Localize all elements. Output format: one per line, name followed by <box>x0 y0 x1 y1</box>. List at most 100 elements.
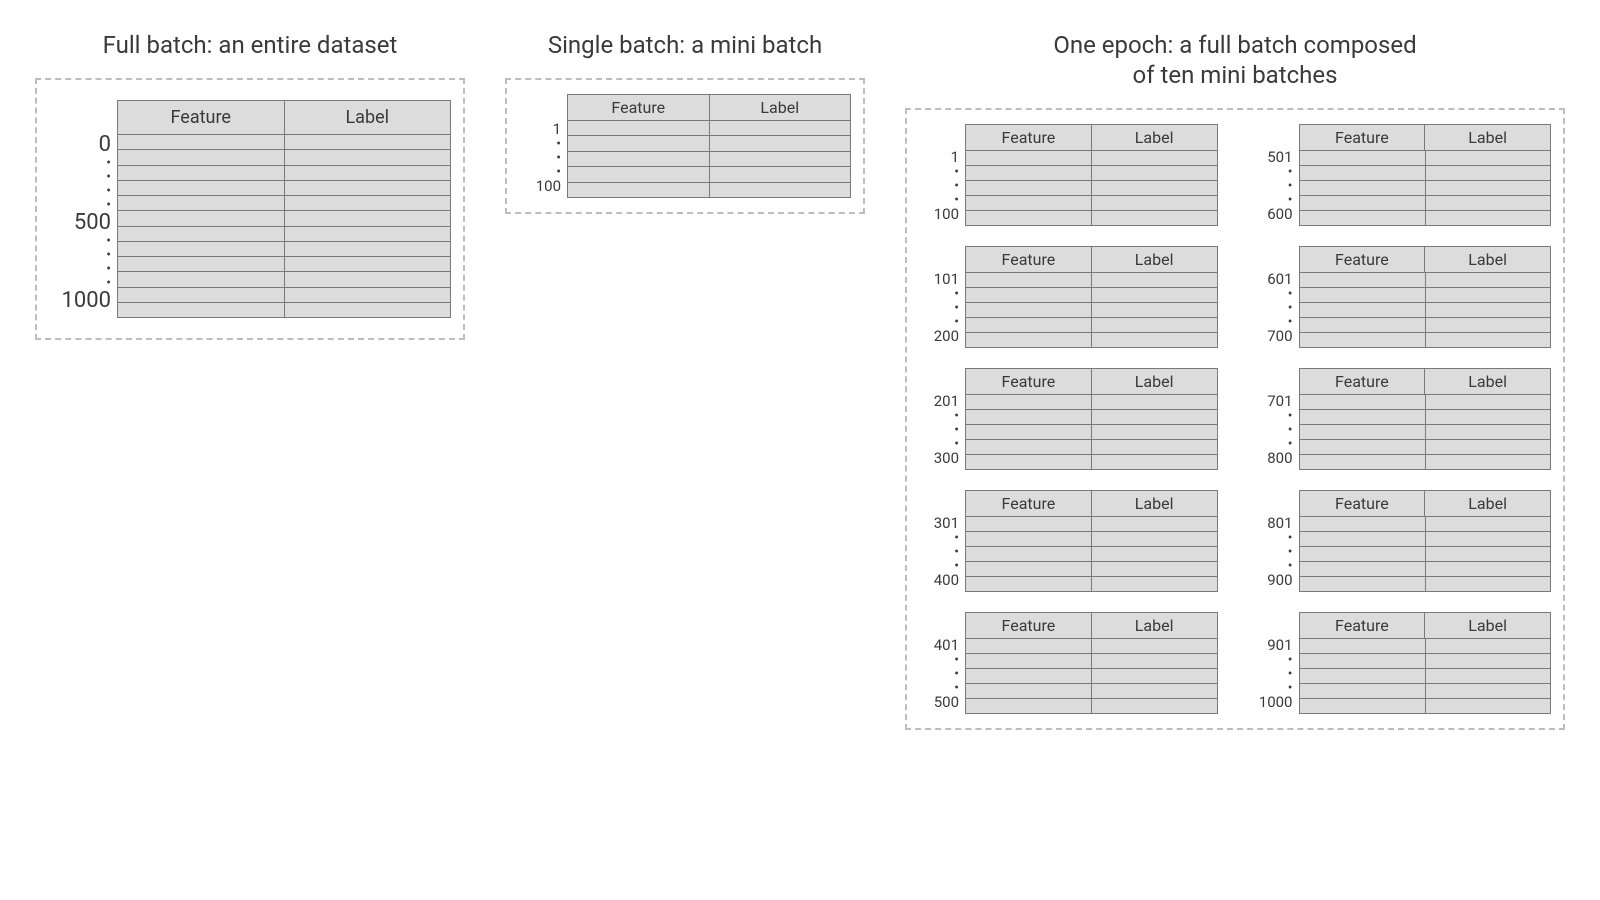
table-row <box>966 440 1217 455</box>
row-index-label: • <box>1288 531 1293 545</box>
column-header-label: Label <box>1092 491 1217 516</box>
epoch-table: FeatureLabel <box>1299 490 1552 592</box>
table-row <box>966 669 1217 684</box>
epoch-table-body <box>966 395 1217 469</box>
table-row <box>966 211 1217 225</box>
table-row <box>1300 654 1551 669</box>
epoch-table-body <box>966 517 1217 591</box>
table-row <box>1300 669 1551 684</box>
row-index-label: 500 <box>934 695 959 710</box>
epoch-row-labels: 1•••100 <box>919 124 965 226</box>
table-row <box>1300 166 1551 181</box>
row-index-label: • <box>1288 287 1293 301</box>
mini-batch-section: Single batch: a mini batch 1•••100 Featu… <box>505 30 865 214</box>
mini-batch-box: 1•••100 Feature Label <box>505 78 865 214</box>
row-index-label: 1 <box>553 122 561 137</box>
column-header-label: Label <box>1092 613 1217 638</box>
row-index-label: • <box>954 653 959 667</box>
table-row <box>1300 410 1551 425</box>
row-index-label: • <box>954 531 959 545</box>
row-index-label: • <box>556 151 561 165</box>
table-row <box>1300 684 1551 699</box>
row-index-label: 600 <box>1267 207 1292 222</box>
column-header-label: Label <box>1092 369 1217 394</box>
row-index-label: 0 <box>99 134 111 156</box>
epoch-mini-batch: 401•••500FeatureLabel <box>919 612 1218 714</box>
table-row <box>1300 211 1551 225</box>
mini-batch-table: Feature Label <box>567 94 851 198</box>
row-index-label: 100 <box>934 207 959 222</box>
row-index-label: • <box>106 156 111 170</box>
table-row <box>1300 517 1551 532</box>
epoch-title: One epoch: a full batch composedof ten m… <box>905 30 1565 90</box>
column-header-label: Label <box>1425 369 1550 394</box>
table-header: Feature Label <box>568 95 850 121</box>
row-index-label: 601 <box>1267 272 1292 287</box>
table-header: FeatureLabel <box>1300 369 1551 395</box>
row-index-label: • <box>556 137 561 151</box>
epoch-row-labels: 601•••700 <box>1253 246 1299 348</box>
epoch-row-labels: 201•••300 <box>919 368 965 470</box>
table-row <box>966 699 1217 713</box>
row-index-label: 500 <box>74 212 111 234</box>
epoch-row-labels: 901•••1000 <box>1253 612 1299 714</box>
row-index-label: 100 <box>536 179 561 194</box>
table-row <box>1300 639 1551 654</box>
table-row <box>966 333 1217 347</box>
epoch-row-labels: 301•••400 <box>919 490 965 592</box>
table-row <box>966 410 1217 425</box>
table-header: FeatureLabel <box>1300 125 1551 151</box>
table-row <box>568 136 850 151</box>
column-header-feature: Feature <box>1300 613 1426 638</box>
epoch-mini-batch: 701•••800FeatureLabel <box>1253 368 1552 470</box>
table-row <box>118 166 450 181</box>
epoch-table: FeatureLabel <box>1299 124 1552 226</box>
row-index-label: • <box>1288 667 1293 681</box>
row-index-label: • <box>106 234 111 248</box>
table-row <box>568 183 850 197</box>
table-row <box>966 639 1217 654</box>
epoch-table-body <box>1300 395 1551 469</box>
table-row <box>966 455 1217 469</box>
epoch-table: FeatureLabel <box>965 246 1218 348</box>
table-row <box>966 166 1217 181</box>
epoch-mini-batch: 101•••200FeatureLabel <box>919 246 1218 348</box>
epoch-row-labels: 101•••200 <box>919 246 965 348</box>
table-row <box>966 532 1217 547</box>
column-header-feature: Feature <box>966 369 1092 394</box>
row-index-label: • <box>1288 165 1293 179</box>
row-index-label: • <box>954 287 959 301</box>
epoch-table: FeatureLabel <box>1299 612 1552 714</box>
epoch-table-body <box>1300 151 1551 225</box>
epoch-box: 1•••100FeatureLabel101•••200FeatureLabel… <box>905 108 1565 730</box>
epoch-row-labels: 801•••900 <box>1253 490 1299 592</box>
table-row <box>1300 425 1551 440</box>
epoch-mini-batch: 901•••1000FeatureLabel <box>1253 612 1552 714</box>
epoch-table: FeatureLabel <box>1299 246 1552 348</box>
epoch-table-body <box>966 273 1217 347</box>
mini-batch-body <box>568 121 850 197</box>
table-row <box>966 181 1217 196</box>
table-header: FeatureLabel <box>966 247 1217 273</box>
column-header-feature: Feature <box>1300 491 1426 516</box>
table-row <box>966 517 1217 532</box>
row-index-label: 800 <box>1267 451 1292 466</box>
row-index-label: • <box>106 170 111 184</box>
table-row <box>1300 303 1551 318</box>
row-index-label: • <box>954 409 959 423</box>
row-index-label: 200 <box>934 329 959 344</box>
column-header-label: Label <box>1092 125 1217 150</box>
row-index-label: • <box>106 262 111 276</box>
table-row <box>966 288 1217 303</box>
table-header: FeatureLabel <box>1300 247 1551 273</box>
mini-batch-title: Single batch: a mini batch <box>505 30 865 60</box>
diagram-container: Full batch: an entire dataset 0••••500••… <box>35 30 1565 730</box>
table-header: Feature Label <box>118 101 450 135</box>
epoch-grid: 1•••100FeatureLabel101•••200FeatureLabel… <box>919 124 1551 714</box>
table-row <box>966 395 1217 410</box>
epoch-mini-batch: 301•••400FeatureLabel <box>919 490 1218 592</box>
row-index-label: 1000 <box>1259 695 1293 710</box>
row-index-label: • <box>1288 545 1293 559</box>
table-row <box>1300 333 1551 347</box>
full-batch-section: Full batch: an entire dataset 0••••500••… <box>35 30 465 340</box>
